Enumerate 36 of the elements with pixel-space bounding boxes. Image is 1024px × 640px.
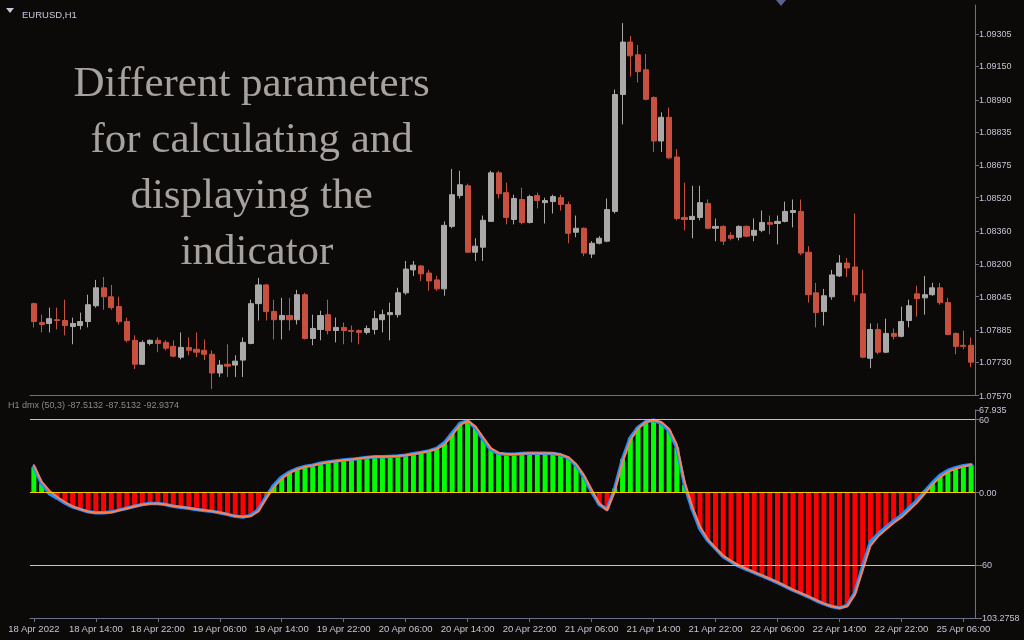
x-tick-label: 22 Apr 06:00 [750, 622, 805, 634]
y-tick-label: 67.935 [979, 405, 1007, 415]
y-tick-label: -103.2758 [979, 613, 1020, 623]
y-tick-label: 1.08045 [979, 291, 1012, 302]
y-tick-label: 1.08835 [979, 127, 1012, 138]
x-tick-label: 20 Apr 22:00 [502, 622, 557, 634]
y-tick-label: 1.08675 [979, 160, 1012, 171]
x-tick-label: 18 Apr 22:00 [130, 622, 185, 634]
x-tick-label: 19 Apr 22:00 [316, 622, 371, 634]
text: H1 dmx (50,3) -87.5132 -87.5132 -92.9374 [8, 399, 180, 410]
y-tick-label: 1.07885 [979, 324, 1012, 335]
y-tick-label: 1.07730 [979, 357, 1012, 368]
x-tick-label: 25 Apr 06:00 [936, 622, 991, 634]
y-tick-label: 60 [979, 414, 990, 425]
x-tick-label: 20 Apr 14:00 [440, 622, 495, 634]
x-tick-label: 18 Apr 2022 [8, 622, 60, 634]
y-tick-label: 1.09305 [979, 29, 1012, 40]
y-tick-label: 1.08990 [979, 94, 1012, 105]
y-tick-label: -60 [979, 560, 993, 571]
y-tick-label: 1.09150 [979, 61, 1012, 72]
text: Different parameters for calculating and displaying the indicator [73, 57, 441, 273]
x-tick-label: 19 Apr 06:00 [192, 622, 247, 634]
x-tick-label: 18 Apr 14:00 [68, 622, 123, 634]
y-tick-label: 1.08200 [979, 259, 1012, 270]
x-tick-label: 22 Apr 22:00 [874, 622, 929, 634]
y-tick-label: 0.00 [979, 487, 997, 498]
x-tick-label: 21 Apr 14:00 [626, 622, 681, 634]
chart-subtitle: EURUSD,H1 [22, 8, 77, 20]
x-tick-label: 22 Apr 14:00 [812, 622, 867, 634]
y-tick-label: 1.08360 [979, 225, 1012, 236]
x-tick-label: 19 Apr 14:00 [254, 622, 309, 634]
y-tick-label: 1.07570 [979, 390, 1012, 401]
x-tick-label: 21 Apr 22:00 [688, 622, 743, 634]
x-tick-label: 20 Apr 06:00 [378, 622, 433, 634]
y-tick-label: 1.08520 [979, 192, 1012, 203]
x-tick-label: 21 Apr 06:00 [564, 622, 619, 634]
